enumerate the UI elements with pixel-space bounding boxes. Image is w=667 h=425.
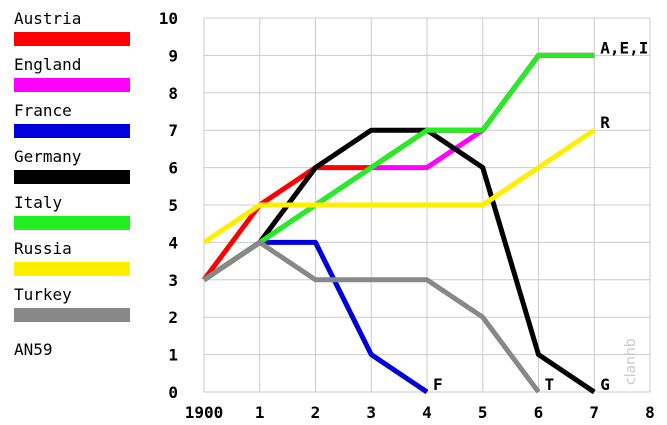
x-tick-label: 8 bbox=[645, 403, 655, 422]
legend-item-turkey: Turkey bbox=[14, 286, 130, 322]
legend-label: Russia bbox=[14, 239, 72, 258]
legend-swatch bbox=[14, 216, 130, 230]
y-tick-label: 0 bbox=[168, 383, 178, 402]
x-tick-label: 4 bbox=[422, 403, 432, 422]
legend-item-austria: Austria bbox=[14, 10, 130, 46]
legend-label: England bbox=[14, 55, 82, 74]
x-tick-label: 1 bbox=[255, 403, 265, 422]
y-tick-label: 9 bbox=[168, 46, 178, 65]
legend-label: Germany bbox=[14, 147, 82, 166]
legend-label: Italy bbox=[14, 193, 63, 212]
y-tick-label: 5 bbox=[168, 196, 178, 215]
legend-item-russia: Russia bbox=[14, 240, 130, 276]
y-tick-label: 3 bbox=[168, 271, 178, 290]
legend-swatch bbox=[14, 308, 130, 322]
y-tick-label: 2 bbox=[168, 308, 178, 327]
legend-item-england: England bbox=[14, 56, 130, 92]
end-label: R bbox=[600, 113, 610, 132]
series-line-germany bbox=[202, 127, 596, 395]
legend-label: Austria bbox=[14, 9, 82, 28]
end-label: G bbox=[600, 375, 610, 394]
y-tick-label: 7 bbox=[168, 121, 178, 140]
legend-swatch bbox=[14, 78, 130, 92]
legend-label: France bbox=[14, 101, 72, 120]
x-tick-label: 2 bbox=[311, 403, 321, 422]
series-line-italy bbox=[202, 52, 595, 282]
end-label: F bbox=[433, 375, 443, 394]
legend-swatch bbox=[14, 32, 130, 46]
y-tick-label: 4 bbox=[168, 233, 178, 252]
series-line-turkey bbox=[202, 239, 541, 394]
legend-item-germany: Germany bbox=[14, 148, 130, 184]
end-label: A,E,I bbox=[600, 38, 648, 57]
axis-ticks: 0 1 2 3 4 5 6 7 8 9 10 1900 1 2 3 4 5 6 7 8 bbox=[159, 9, 655, 422]
end-label: T bbox=[545, 375, 555, 394]
end-labels: A,E,I R F T G bbox=[433, 38, 648, 394]
legend-swatch bbox=[14, 124, 130, 138]
series-line-russia bbox=[202, 128, 596, 245]
game-id-label: AN59 bbox=[14, 340, 53, 359]
legend-swatch bbox=[14, 262, 130, 276]
y-tick-label: 10 bbox=[159, 9, 178, 28]
legend-swatch bbox=[14, 170, 130, 184]
x-tick-label: 1900 bbox=[185, 403, 224, 422]
legend-item-france: France bbox=[14, 102, 130, 138]
y-tick-label: 1 bbox=[168, 346, 178, 365]
y-tick-label: 6 bbox=[168, 159, 178, 178]
y-tick-label: 8 bbox=[168, 84, 178, 103]
watermark: clanhb bbox=[623, 338, 639, 385]
legend-item-italy: Italy bbox=[14, 194, 130, 230]
series-lines bbox=[201, 52, 596, 395]
x-tick-label: 7 bbox=[589, 403, 599, 422]
x-tick-label: 6 bbox=[534, 403, 544, 422]
x-tick-label: 5 bbox=[478, 403, 488, 422]
line-chart: 0 1 2 3 4 5 6 7 8 9 10 1900 1 2 3 4 5 6 7 8 A,E,I R F T G clanh… bbox=[159, 9, 655, 422]
legend: Austria England France Germany Italy Russia Tu… bbox=[0, 0, 150, 425]
legend-label: Turkey bbox=[14, 285, 72, 304]
x-tick-label: 3 bbox=[366, 403, 376, 422]
